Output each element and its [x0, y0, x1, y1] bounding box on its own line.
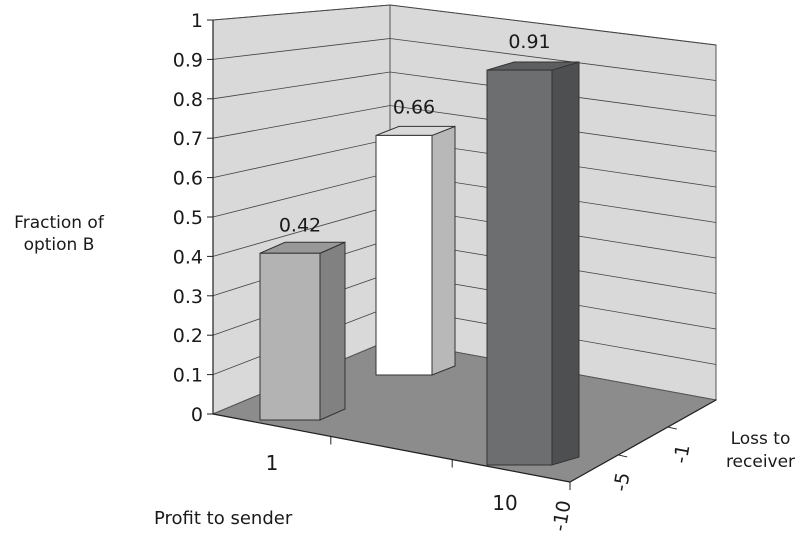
y-tick-label: 0.2 — [173, 325, 203, 347]
y-tick-label: 0 — [191, 404, 203, 426]
y-tick-label: 0.1 — [173, 365, 203, 387]
y-tick-label: 0.4 — [173, 246, 203, 268]
y-tick-label: 0.3 — [173, 286, 203, 308]
z-tick-mark — [618, 454, 628, 458]
y-tick-label: 0.7 — [173, 128, 203, 150]
gridline — [212, 71, 717, 117]
y-tick-label: 1 — [191, 10, 203, 32]
x-axis-line — [212, 413, 571, 483]
gridline — [212, 4, 717, 46]
y-tick-label: 0.8 — [173, 89, 203, 111]
chart-walls — [211, 4, 718, 483]
chart-tick-labels: 00.10.20.30.40.50.60.70.80.91110-1-5-100… — [173, 10, 695, 533]
gridline — [212, 105, 717, 152]
bar-data-label: 0.91 — [508, 31, 550, 53]
bar — [259, 252, 321, 421]
y-tick-label: 0.9 — [173, 49, 203, 71]
bar-data-label: 0.66 — [393, 96, 435, 118]
bar — [486, 69, 553, 466]
y-axis-title: Fraction of option B — [14, 213, 104, 255]
bar-side — [431, 125, 456, 376]
bar-side — [551, 61, 580, 466]
chart-axes — [207, 19, 717, 490]
z-tick-label: -5 — [610, 471, 635, 493]
z-axis-title: Loss to receiver — [725, 429, 796, 472]
x-axis-title: Profit to sender — [154, 508, 293, 529]
y-tick-label: 0.6 — [173, 168, 203, 190]
chart-bars — [259, 61, 580, 466]
bar-side — [319, 241, 346, 421]
bar-data-label: 0.42 — [279, 214, 321, 236]
bar — [375, 134, 433, 376]
z-tick-label: -10 — [549, 499, 576, 533]
z-tick-mark — [667, 426, 677, 430]
z-tick-label: -1 — [670, 443, 695, 465]
y-tick-label: 0.5 — [173, 207, 203, 229]
gridline — [212, 38, 717, 81]
z-axis-line — [569, 399, 717, 483]
x-tick-label: 1 — [266, 451, 279, 475]
x-tick-label: 10 — [492, 491, 517, 515]
